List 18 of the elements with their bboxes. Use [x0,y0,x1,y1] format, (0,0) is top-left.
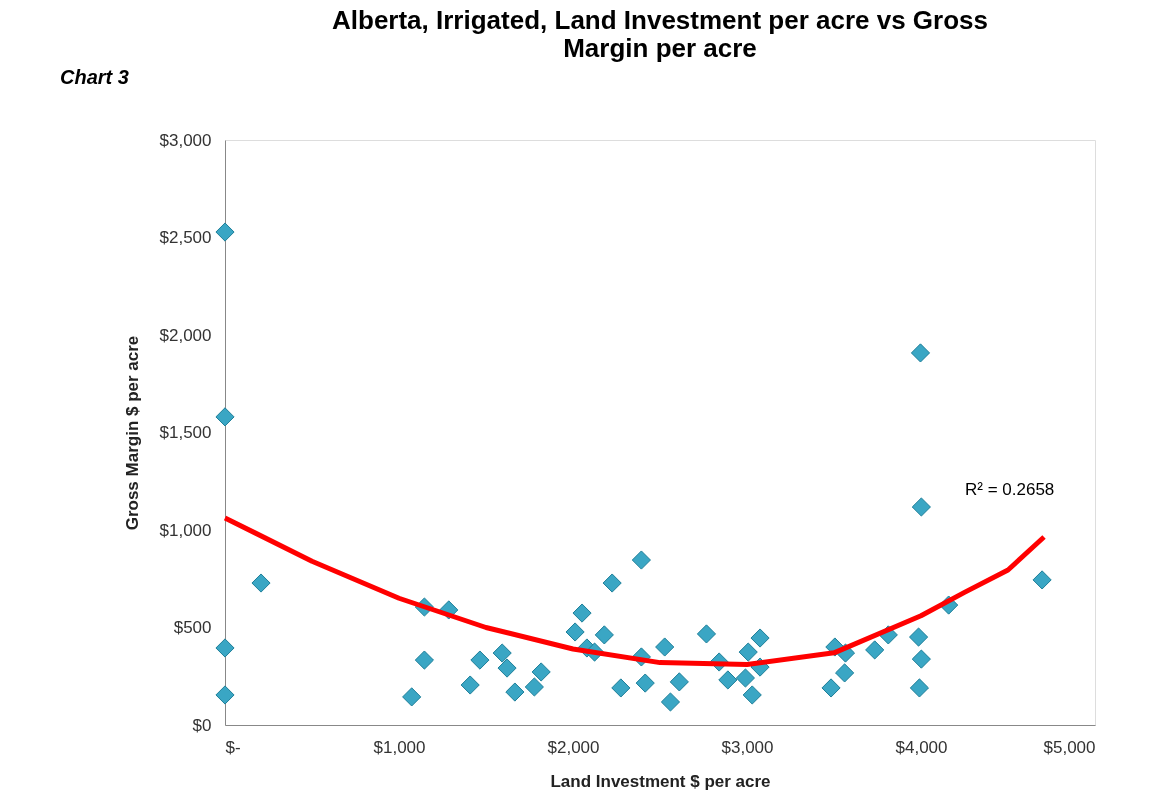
y-tick-label: $3,000 [159,130,212,150]
annotation: R² = 0.2658 [965,480,1055,499]
y-tick-label: $0 [192,715,212,735]
y-tick-label: $2,500 [159,228,212,247]
x-tick-label: $- [225,737,241,757]
caption: Chart 3 [60,66,129,88]
x-tick-label: $5,000 [1043,737,1096,757]
chart-title: Alberta, Irrigated, Land Investment per acre vs Gross Margin per acre [331,5,989,63]
x-tick-label: $1,000 [373,737,426,757]
y-tick-label: $1,500 [159,423,212,442]
x-axis-title: Land Investment $ per acre [550,771,771,791]
x-tick-label: $4,000 [895,737,948,757]
y-tick-label: $2,000 [159,325,212,345]
x-tick-label: $2,000 [547,737,600,757]
y-tick-label: $500 [173,618,212,637]
x-tick-label: $3,000 [721,737,774,757]
y-tick-label: $1,000 [159,520,212,540]
y-axis-title: Gross Margin $ per acre [122,335,142,531]
